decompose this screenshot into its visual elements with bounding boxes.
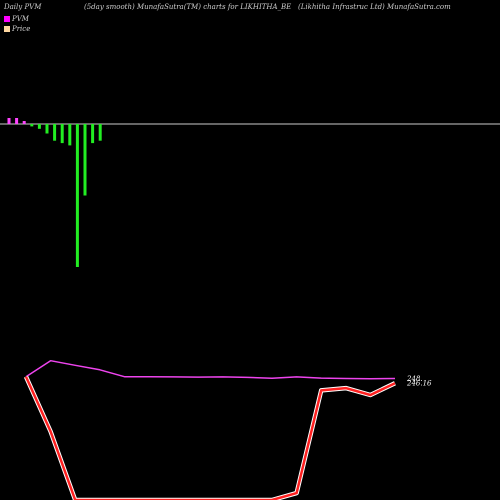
price-line-outline — [23, 375, 396, 500]
price-line — [24, 376, 396, 500]
legend-label-pvm: PVM — [12, 15, 29, 23]
pvm-bar — [68, 124, 72, 146]
pvm-smooth-line — [25, 359, 396, 380]
pvm-bar — [30, 124, 34, 127]
chart-title: (5day smooth) MunafaSutra(TM) charts for… — [84, 3, 292, 11]
pvm-bar — [37, 124, 41, 129]
pvm-bar — [15, 118, 19, 124]
pvm-bar — [75, 124, 79, 267]
legend-item-price: Price — [4, 25, 30, 33]
pvm-bar — [53, 124, 57, 141]
pvm-bar — [83, 124, 87, 196]
price-end-label: 246.16 — [406, 380, 432, 388]
chart-type-label: Daily PVM — [4, 3, 42, 11]
legend-swatch-pvm — [4, 16, 10, 22]
pvm-bar — [45, 124, 49, 134]
company-name: (Likhitha Infrastruc Ltd) MunafaSutra.co… — [298, 3, 451, 11]
pvm-bar — [91, 124, 95, 144]
legend-swatch-price — [4, 26, 10, 32]
pvm-bar — [60, 124, 64, 144]
pvm-bar — [98, 124, 102, 141]
pvm-bar — [22, 121, 26, 124]
pvm-bar — [7, 118, 11, 124]
pvm-end-label: 248. — [406, 375, 423, 383]
legend-label-price: Price — [12, 25, 31, 33]
legend-item-pvm: PVM — [4, 15, 29, 23]
pvm-bars — [7, 118, 102, 267]
price-lines: 248.246.16 — [23, 359, 432, 500]
